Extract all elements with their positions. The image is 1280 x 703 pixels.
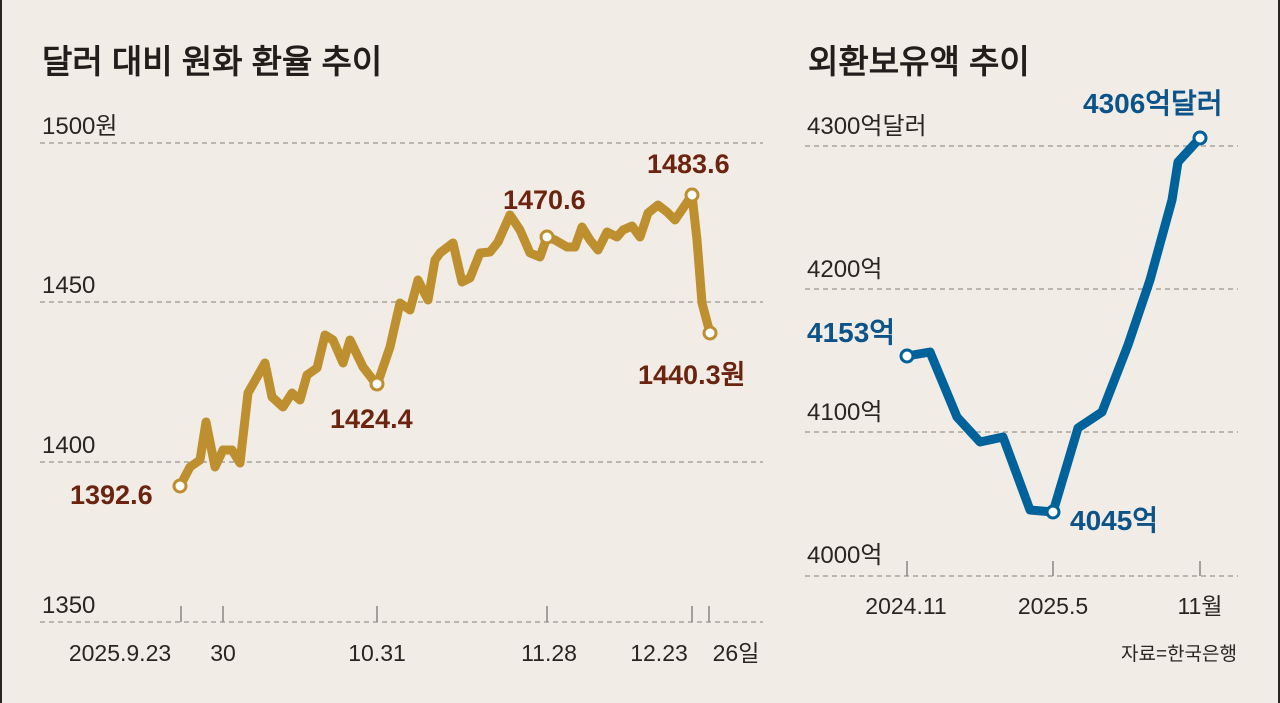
annotation-1483: 1483.6 <box>647 149 730 179</box>
exchange-rate-chart: 달러 대비 원화 환율 추이 1500원 1450 1400 1350 2025… <box>40 43 763 666</box>
x-tick-label: 12.23 <box>630 640 688 666</box>
x-tick-label: 2025.5 <box>1018 593 1088 619</box>
marker-4153 <box>899 348 915 364</box>
y-tick-1500: 1500원 <box>42 113 117 140</box>
annotation-1424: 1424.4 <box>330 404 413 434</box>
y-tick-4300: 4300억달러 <box>807 113 927 140</box>
marker-4045 <box>1045 504 1061 520</box>
source-note: 자료=한국은행 <box>1121 643 1237 665</box>
right-chart-title: 외환보유액 추이 <box>808 43 1030 80</box>
y-tick-1400: 1400 <box>42 432 95 459</box>
marker-1424 <box>369 376 385 392</box>
marker-start <box>172 478 188 494</box>
annotation-4153: 4153억 <box>807 317 895 348</box>
x-tick-label: 11월 <box>1177 593 1222 619</box>
exchange-rate-line <box>175 190 715 491</box>
annotation-1392: 1392.6 <box>70 480 153 510</box>
y-tick-1450: 1450 <box>42 272 95 299</box>
left-chart-title: 달러 대비 원화 환율 추이 <box>42 43 382 80</box>
annotation-4306: 4306억달러 <box>1083 88 1223 119</box>
annotation-4045: 4045억 <box>1070 505 1158 536</box>
x-tick-label: 10.31 <box>348 640 406 666</box>
fx-reserves-chart: 외환보유액 추이 4300억달러 4200억 4100억 4000억 2024.… <box>805 43 1238 665</box>
y-tick-1350: 1350 <box>42 592 95 619</box>
annotation-1470: 1470.6 <box>503 185 586 215</box>
fx-reserves-line <box>902 133 1205 517</box>
marker-1470 <box>539 229 555 245</box>
x-tick-label: 2024.11 <box>865 593 946 619</box>
marker-4306 <box>1192 130 1208 146</box>
x-tick-label: 11.28 <box>521 640 577 666</box>
y-tick-4000: 4000억 <box>807 542 882 569</box>
y-tick-4200: 4200억 <box>807 256 882 283</box>
y-tick-4100: 4100억 <box>807 399 882 426</box>
x-tick-label: 26일 <box>713 640 760 666</box>
marker-1483 <box>684 187 700 203</box>
x-tick-label: 2025.9.23 <box>69 640 171 666</box>
x-tick-label: 30 <box>210 640 236 666</box>
annotation-1440: 1440.3원 <box>638 360 745 390</box>
marker-end <box>702 325 718 341</box>
